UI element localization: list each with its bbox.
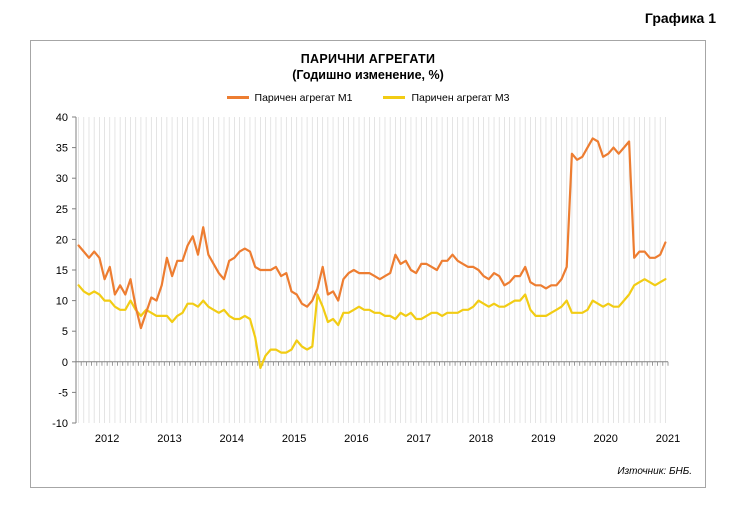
y-tick-label: 5	[62, 326, 68, 338]
series-line-m3	[77, 278, 667, 369]
y-tick-label: 35	[56, 143, 68, 155]
chart-title: ПАРИЧНИ АГРЕГАТИ	[300, 52, 436, 66]
x-tick-label: 2019	[531, 433, 555, 445]
y-tick-label: 10	[56, 296, 68, 308]
figure-label: Графика 1	[644, 10, 716, 26]
x-tick-label: 2013	[157, 433, 181, 445]
x-tick-label: 2018	[469, 433, 493, 445]
chart-legend: Паричен агрегат М1 Паричен агрегат М3	[30, 92, 706, 104]
x-tick-label: 2021	[656, 433, 680, 445]
y-tick-label: 40	[56, 112, 68, 124]
y-tick-label: -5	[58, 387, 68, 399]
y-tick-label: 15	[56, 265, 68, 277]
y-tick-label: 0	[62, 357, 68, 369]
y-tick-label: 20	[56, 234, 68, 246]
x-tick-label: 2020	[593, 433, 617, 445]
y-tick-label: 30	[56, 173, 68, 185]
x-tick-label: 2012	[95, 433, 119, 445]
y-tick-label: -10	[52, 418, 68, 430]
legend-item-m3: Паричен агрегат М3	[383, 92, 509, 104]
series-line-m1	[77, 137, 667, 330]
x-tick-label: 2015	[282, 433, 306, 445]
plot-gridlines	[78, 117, 666, 423]
chart-subtitle: (Годишно изменение, %)	[292, 68, 444, 82]
legend-label-m1: Паричен агрегат М1	[254, 92, 353, 104]
legend-item-m1: Паричен агрегат М1	[226, 92, 353, 104]
x-axis: 2012 2013 2014 2015 2016 2017 2018 2019 2020 2021	[75, 361, 680, 445]
source-note: Източник: БНБ.	[617, 466, 692, 477]
legend-swatch-m3	[383, 95, 406, 99]
chart-frame	[30, 40, 706, 488]
y-tick-label: 25	[56, 204, 68, 216]
series-lines	[77, 137, 667, 369]
y-axis: 40 35 30 25 20 15 10 5 0 -5 -10	[52, 112, 77, 430]
legend-label-m3: Паричен агрегат М3	[411, 92, 510, 104]
legend-swatch-m1	[226, 95, 249, 99]
x-tick-label: 2017	[406, 433, 430, 445]
x-tick-label: 2016	[344, 433, 368, 445]
x-tick-label: 2014	[220, 433, 244, 445]
